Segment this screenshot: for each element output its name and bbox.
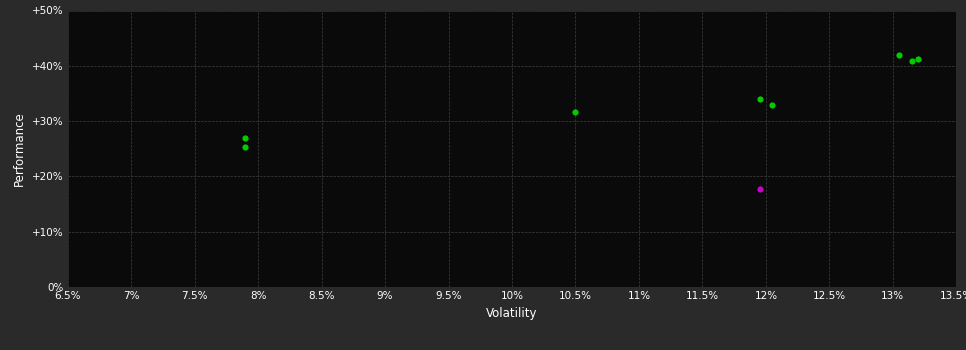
Point (764, 102, 780, 107)
Point (238, 135, 253, 140)
X-axis label: Volatility: Volatility (486, 307, 538, 320)
Point (752, 96, 767, 102)
Point (568, 110, 583, 115)
Point (892, 52, 907, 57)
Y-axis label: Performance: Performance (14, 111, 26, 186)
Point (752, 186, 767, 191)
Point (904, 58, 920, 64)
Point (911, 56, 926, 61)
Point (238, 144, 253, 149)
